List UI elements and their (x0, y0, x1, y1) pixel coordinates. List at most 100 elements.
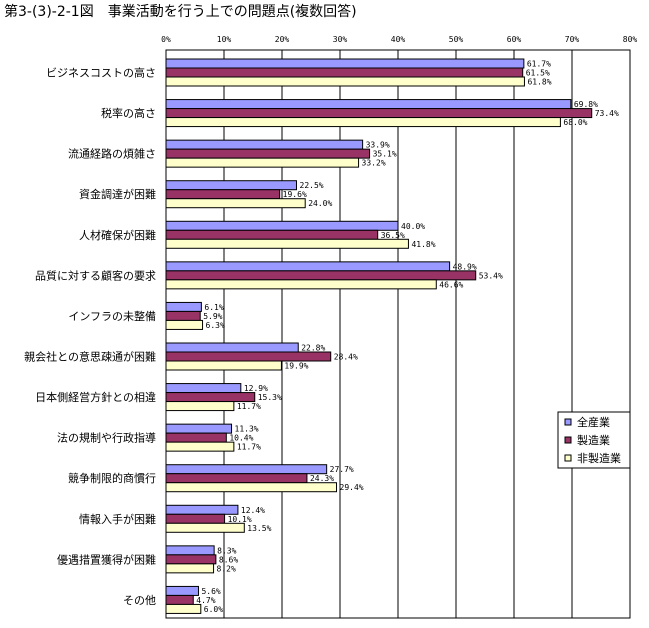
bar-mfg (165, 108, 593, 119)
data-label: 8.3% (217, 546, 236, 555)
bar-all (165, 545, 215, 556)
category-label: 税率の高さ (101, 106, 156, 120)
category-label: 情報入手が困難 (79, 512, 156, 526)
bar-nonmfg (165, 482, 338, 493)
x-tick-label: 30% (333, 35, 348, 44)
data-label: 15.3% (258, 393, 282, 402)
bar-nonmfg (165, 360, 282, 371)
bar-nonmfg (165, 198, 306, 209)
bar-all (165, 423, 233, 434)
bar-mfg (165, 594, 194, 605)
bar-all (165, 301, 202, 312)
data-label: 61.8% (527, 78, 551, 87)
legend-swatch (564, 436, 572, 444)
bar-nonmfg (165, 401, 235, 412)
data-label: 11.7% (237, 443, 261, 452)
data-label: 5.6% (201, 587, 220, 596)
data-label: 48.9% (453, 262, 477, 271)
x-axis-ticks: 0% 10% 20% 30% 40% 50% 60% 70% 80% (161, 35, 637, 44)
data-label: 46.6% (439, 280, 463, 289)
data-label: 33.9% (366, 141, 390, 150)
data-label: 8.2% (217, 564, 236, 573)
bar-mfg (165, 351, 332, 362)
data-label: 13.5% (247, 524, 271, 533)
data-label: 22.8% (301, 344, 325, 353)
bar-mfg (165, 229, 379, 240)
bar-mfg (165, 67, 524, 78)
bar-mfg (165, 554, 217, 565)
bar-all (165, 504, 239, 515)
bar-all (165, 220, 399, 231)
data-label: 19.9% (284, 362, 308, 371)
data-label: 33.2% (362, 159, 386, 168)
data-label: 73.4% (595, 109, 619, 118)
bar-all (165, 58, 525, 69)
bar-all (165, 180, 297, 191)
bar-all (165, 99, 572, 110)
category-labels: ビジネスコストの高さ税率の高さ流通経路の煩雑さ資金調達が困難人材確保が困難品質に… (24, 66, 156, 607)
data-label: 22.5% (300, 181, 324, 190)
data-label: 28.4% (334, 353, 358, 362)
data-label: 12.4% (241, 506, 265, 515)
bar-mfg (165, 473, 308, 484)
data-label: 6.3% (206, 321, 225, 330)
category-label: 日本側経営方針との相違 (35, 390, 156, 404)
category-label: 資金調達が困難 (79, 187, 156, 201)
bar-mfg (165, 189, 281, 200)
bar-all (165, 342, 299, 353)
x-tick-label: 10% (217, 35, 232, 44)
category-label: その他 (123, 594, 156, 607)
data-label: 19.6% (283, 190, 307, 199)
data-label: 12.9% (244, 384, 268, 393)
bar-mfg (165, 148, 371, 159)
legend-label: 全産業 (577, 415, 610, 429)
x-tick-label: 60% (507, 35, 522, 44)
data-label: 69.8% (574, 100, 598, 109)
bar-mfg (165, 513, 226, 524)
data-label: 68.0% (563, 118, 587, 127)
bar-nonmfg (165, 563, 215, 574)
bar-all (165, 585, 199, 596)
bar-nonmfg (165, 76, 525, 87)
bar-nonmfg (165, 319, 204, 330)
data-label: 53.4% (479, 271, 503, 280)
data-label: 11.3% (235, 425, 259, 434)
bar-nonmfg (165, 522, 245, 533)
data-label: 8.6% (219, 555, 238, 564)
data-label: 6.1% (204, 303, 223, 312)
category-label: 人材確保が困難 (79, 228, 156, 242)
data-label: 61.7% (527, 60, 551, 69)
bar-all (165, 464, 328, 475)
category-label: 親会社との意思疎通が困難 (24, 350, 156, 364)
data-label: 24.0% (308, 199, 332, 208)
x-tick-label: 0% (161, 35, 171, 44)
x-tick-label: 80% (623, 35, 638, 44)
bar-all (165, 261, 451, 272)
data-label: 11.7% (237, 402, 261, 411)
x-tick-label: 20% (275, 35, 290, 44)
bar-mfg (165, 310, 201, 321)
data-label: 5.9% (203, 312, 222, 321)
x-tick-label: 50% (449, 35, 464, 44)
data-label: 35.1% (373, 150, 397, 159)
data-label: 41.8% (411, 240, 435, 249)
category-label: ビジネスコストの高さ (46, 66, 156, 80)
legend-swatch (564, 418, 572, 426)
category-label: インフラの未整備 (68, 309, 156, 323)
bar-nonmfg (165, 441, 235, 452)
data-label: 29.4% (340, 483, 364, 492)
data-label: 27.7% (330, 465, 354, 474)
bar-nonmfg (165, 117, 561, 128)
data-label: 40.0% (401, 222, 425, 231)
data-label: 4.7% (196, 596, 215, 605)
category-label: 優遇措置獲得が困難 (57, 552, 156, 566)
bars (165, 58, 593, 614)
data-label: 10.4% (229, 434, 253, 443)
data-labels: 61.7%61.5%61.8% 69.8%73.4% 68.0% 33.9%35.1%… (196, 60, 619, 614)
bar-mfg (165, 392, 256, 403)
category-label: 法の規制や行政指導 (57, 431, 156, 445)
bar-nonmfg (165, 157, 360, 168)
x-tick-label: 40% (391, 35, 406, 44)
bar-all (165, 383, 242, 394)
